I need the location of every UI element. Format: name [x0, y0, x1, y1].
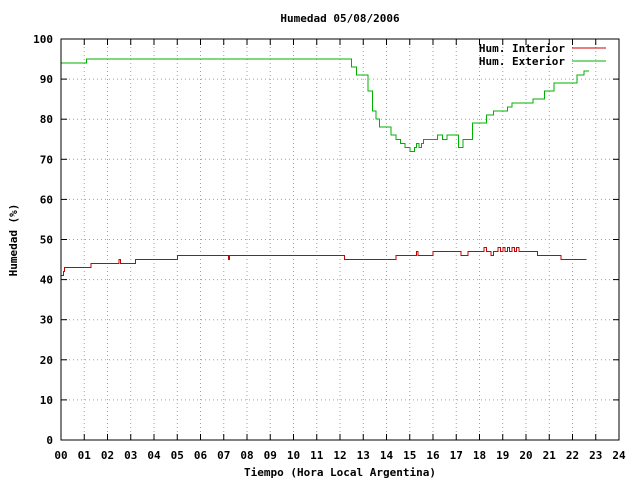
chart-title: Humedad 05/08/2006: [280, 12, 400, 25]
x-tick-label: 24: [612, 449, 626, 462]
y-tick-label: 80: [40, 113, 53, 126]
y-tick-label: 60: [40, 193, 53, 206]
x-tick-label: 05: [171, 449, 184, 462]
x-tick-label: 02: [101, 449, 114, 462]
series-lines: [61, 58, 589, 277]
x-tick-label: 18: [473, 449, 486, 462]
y-tick-label: 40: [40, 274, 53, 287]
y-tick-label: 90: [40, 73, 53, 86]
x-tick-label: 07: [217, 449, 230, 462]
x-tick-label: 23: [589, 449, 602, 462]
x-tick-label: 20: [519, 449, 532, 462]
y-tick-label: 70: [40, 153, 53, 166]
y-tick-label: 10: [40, 394, 53, 407]
x-tick-label: 16: [426, 449, 440, 462]
x-tick-label: 03: [124, 449, 137, 462]
x-tick-label: 00: [54, 449, 67, 462]
y-tick-labels: 0 10 20 30 40 50 60 70 80 90 100: [33, 33, 53, 447]
y-tick-label: 0: [46, 434, 53, 447]
tick-marks: [60, 38, 620, 441]
grid: [61, 39, 619, 440]
series-line-interior: [61, 247, 587, 277]
legend-label-exterior: Hum. Exterior: [479, 55, 565, 68]
x-axis-title: Tiempo (Hora Local Argentina): [244, 466, 436, 479]
x-tick-label: 17: [450, 449, 463, 462]
x-tick-label: 04: [147, 449, 161, 462]
y-tick-label: 100: [33, 33, 53, 46]
x-tick-label: 15: [403, 449, 416, 462]
x-tick-label: 10: [287, 449, 300, 462]
y-tick-label: 50: [40, 234, 53, 247]
x-tick-label: 22: [566, 449, 579, 462]
x-tick-label: 11: [310, 449, 324, 462]
x-tick-labels: 00 01 02 03 04 05 06 07 08 09 10 11 12 13 14 15 16 17 18 19…: [54, 449, 626, 462]
x-tick-label: 19: [496, 449, 509, 462]
x-tick-label: 01: [78, 449, 92, 462]
x-tick-label: 13: [357, 449, 370, 462]
y-axis-title: Humedad (%): [7, 204, 20, 277]
x-tick-label: 08: [240, 449, 253, 462]
legend-label-interior: Hum. Interior: [479, 42, 565, 55]
y-tick-label: 20: [40, 354, 53, 367]
x-tick-label: 06: [194, 449, 208, 462]
y-tick-label: 30: [40, 314, 53, 327]
legend: Hum. Interior Hum. Exterior: [479, 42, 606, 68]
x-tick-label: 09: [264, 449, 277, 462]
series-line-exterior: [61, 58, 589, 152]
x-tick-label: 21: [543, 449, 557, 462]
x-tick-label: 12: [333, 449, 346, 462]
x-tick-label: 14: [380, 449, 394, 462]
